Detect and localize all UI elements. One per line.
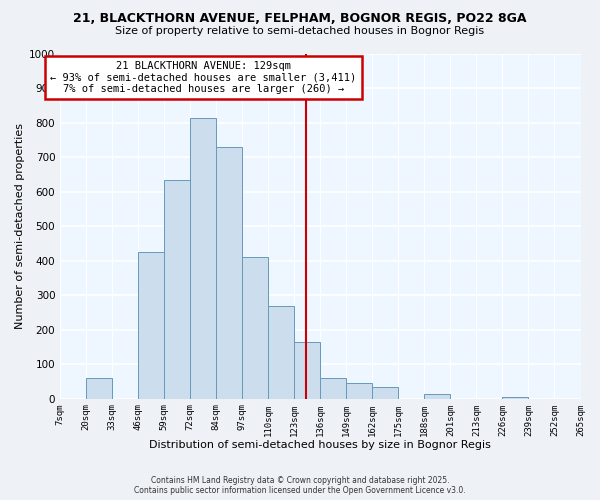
Bar (216, 147, 242, 399)
Text: 21, BLACKTHORN AVENUE, FELPHAM, BOGNOR REGIS, PO22 8GA: 21, BLACKTHORN AVENUE, FELPHAM, BOGNOR R… (73, 12, 527, 26)
Bar (502, 397, 529, 398)
Bar (373, 386, 398, 398)
Bar (268, 306, 295, 398)
Bar (86, 378, 112, 398)
Bar (320, 378, 346, 398)
Y-axis label: Number of semi-detached properties: Number of semi-detached properties (15, 124, 25, 330)
Text: Size of property relative to semi-detached houses in Bognor Regis: Size of property relative to semi-detach… (115, 26, 485, 36)
Bar (242, 258, 268, 398)
X-axis label: Distribution of semi-detached houses by size in Bognor Regis: Distribution of semi-detached houses by … (149, 440, 491, 450)
Bar (424, 394, 451, 398)
Text: Contains HM Land Registry data © Crown copyright and database right 2025.
Contai: Contains HM Land Registry data © Crown c… (134, 476, 466, 495)
Bar (346, 383, 373, 398)
Bar (190, 118, 216, 398)
Bar (138, 252, 164, 398)
Text: 21 BLACKTHORN AVENUE: 129sqm
← 93% of semi-detached houses are smaller (3,411)
7: 21 BLACKTHORN AVENUE: 129sqm ← 93% of se… (50, 61, 356, 94)
Bar (164, 180, 190, 398)
Bar (295, 342, 320, 398)
